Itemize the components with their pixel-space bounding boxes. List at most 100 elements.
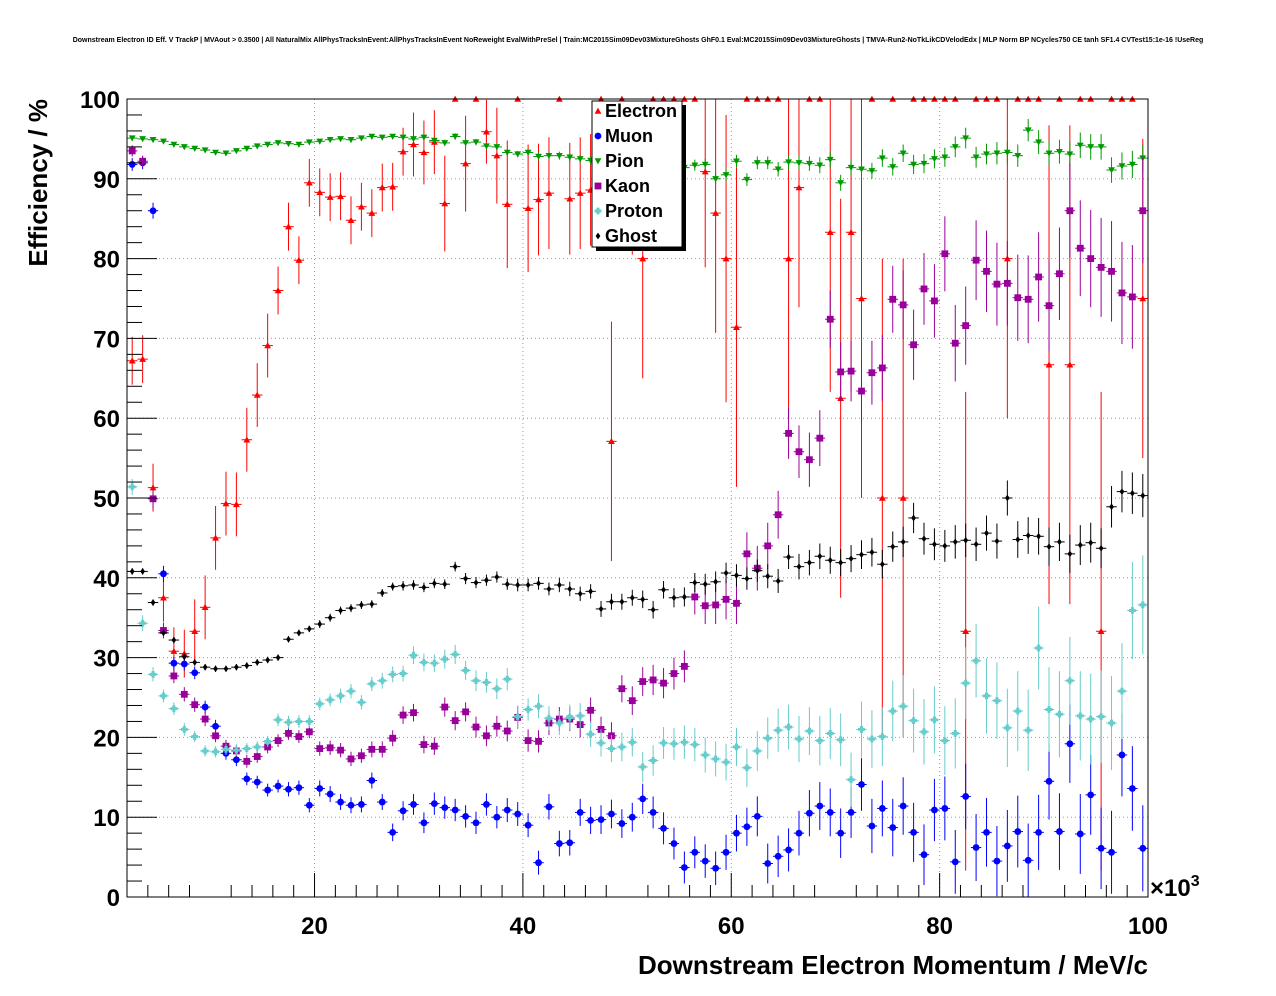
muon-point — [920, 851, 928, 859]
kaon-point — [378, 745, 386, 753]
kaon-point — [326, 744, 334, 752]
kaon-point — [253, 753, 261, 760]
electron-point — [608, 437, 615, 445]
muon-point — [524, 821, 532, 829]
muon-point — [785, 846, 792, 854]
proton-point — [722, 758, 730, 766]
muon-point — [1087, 791, 1095, 799]
proton-series — [127, 478, 1148, 807]
ghost-point — [984, 529, 989, 537]
ghost-point — [452, 563, 458, 571]
y-tick-label: 50 — [93, 486, 120, 513]
pion-point — [1128, 161, 1136, 168]
pion-point — [1045, 150, 1053, 157]
ghost-point — [234, 663, 239, 671]
pion-point — [128, 135, 136, 142]
kaon-point — [535, 737, 542, 745]
proton-point — [608, 745, 615, 752]
proton-point — [493, 685, 501, 693]
muon-point — [774, 852, 782, 860]
electron-point — [201, 603, 209, 611]
kaon-point — [441, 703, 449, 711]
muon-point — [576, 809, 584, 816]
kaon-point — [712, 601, 720, 609]
electron-point — [493, 152, 501, 159]
kaon-point — [837, 368, 845, 376]
ghost-point — [327, 614, 333, 622]
kaon-point — [295, 733, 303, 741]
x-axis-multiplier-base: ×10 — [1150, 875, 1191, 902]
muon-point — [535, 859, 542, 867]
pion-point — [399, 134, 407, 141]
proton-point — [535, 702, 542, 710]
ghost-point — [1046, 543, 1052, 551]
pion-point — [1024, 127, 1032, 134]
electron-point — [326, 193, 334, 200]
legend-label-electron: Electron — [605, 101, 677, 121]
electron-point — [733, 323, 740, 330]
proton-point — [514, 713, 522, 721]
ghost-point — [1036, 532, 1041, 540]
electron-point — [962, 627, 970, 634]
electron-point — [420, 149, 428, 156]
electron-point — [1097, 627, 1105, 634]
electron-point — [212, 534, 219, 541]
ghost-point — [463, 575, 468, 582]
proton-point — [441, 655, 449, 663]
kaon-point — [1118, 289, 1126, 297]
kaon-point — [410, 709, 417, 717]
muon-point — [503, 806, 511, 814]
pion-point — [555, 152, 563, 160]
pion-point — [920, 160, 928, 168]
ghost-point — [1098, 544, 1104, 552]
muon-point — [191, 669, 199, 677]
muon-point — [410, 801, 417, 808]
ghost-point — [598, 605, 604, 613]
proton-point — [774, 726, 782, 734]
proton-point — [139, 619, 147, 627]
proton-point — [983, 692, 990, 700]
pion-point — [410, 136, 417, 143]
muon-point — [837, 829, 845, 837]
pion-point — [826, 156, 834, 164]
muon-point — [670, 840, 678, 847]
muon-point — [1139, 844, 1147, 852]
proton-point — [858, 726, 865, 733]
pion-point — [274, 140, 282, 147]
proton-point — [826, 730, 834, 737]
ghost-point — [411, 581, 416, 589]
pion-point — [806, 160, 813, 168]
electron-point — [191, 627, 199, 634]
ghost-point — [754, 567, 760, 575]
kaon-point — [243, 757, 251, 765]
ghost-point — [734, 572, 739, 579]
proton-point — [212, 748, 219, 756]
proton-point — [951, 730, 959, 737]
electron-point — [1139, 295, 1147, 302]
pion-point — [931, 156, 938, 163]
muon-point — [212, 722, 219, 730]
muon-point — [128, 161, 136, 168]
kaon-point — [972, 256, 980, 264]
kaon-point — [899, 301, 907, 309]
proton-point — [389, 670, 397, 678]
proton-point — [733, 743, 740, 751]
electron-point — [222, 500, 230, 507]
muon-point — [712, 864, 720, 872]
pion-point — [1003, 149, 1011, 156]
legend-label-ghost: Ghost — [605, 226, 657, 246]
legend-box — [591, 100, 683, 248]
pion-point — [149, 136, 157, 144]
pion-point — [816, 162, 824, 169]
proton-point — [295, 718, 303, 725]
ghost-point — [442, 580, 448, 588]
pion-point — [774, 166, 782, 173]
ghost-point — [1119, 488, 1125, 496]
muon-point — [889, 824, 897, 831]
ghost-point — [484, 576, 489, 584]
pion-point — [264, 141, 272, 148]
proton-point — [670, 740, 678, 748]
kaon-point — [962, 322, 970, 330]
pion-point — [1056, 148, 1063, 156]
electron-point — [160, 594, 167, 601]
